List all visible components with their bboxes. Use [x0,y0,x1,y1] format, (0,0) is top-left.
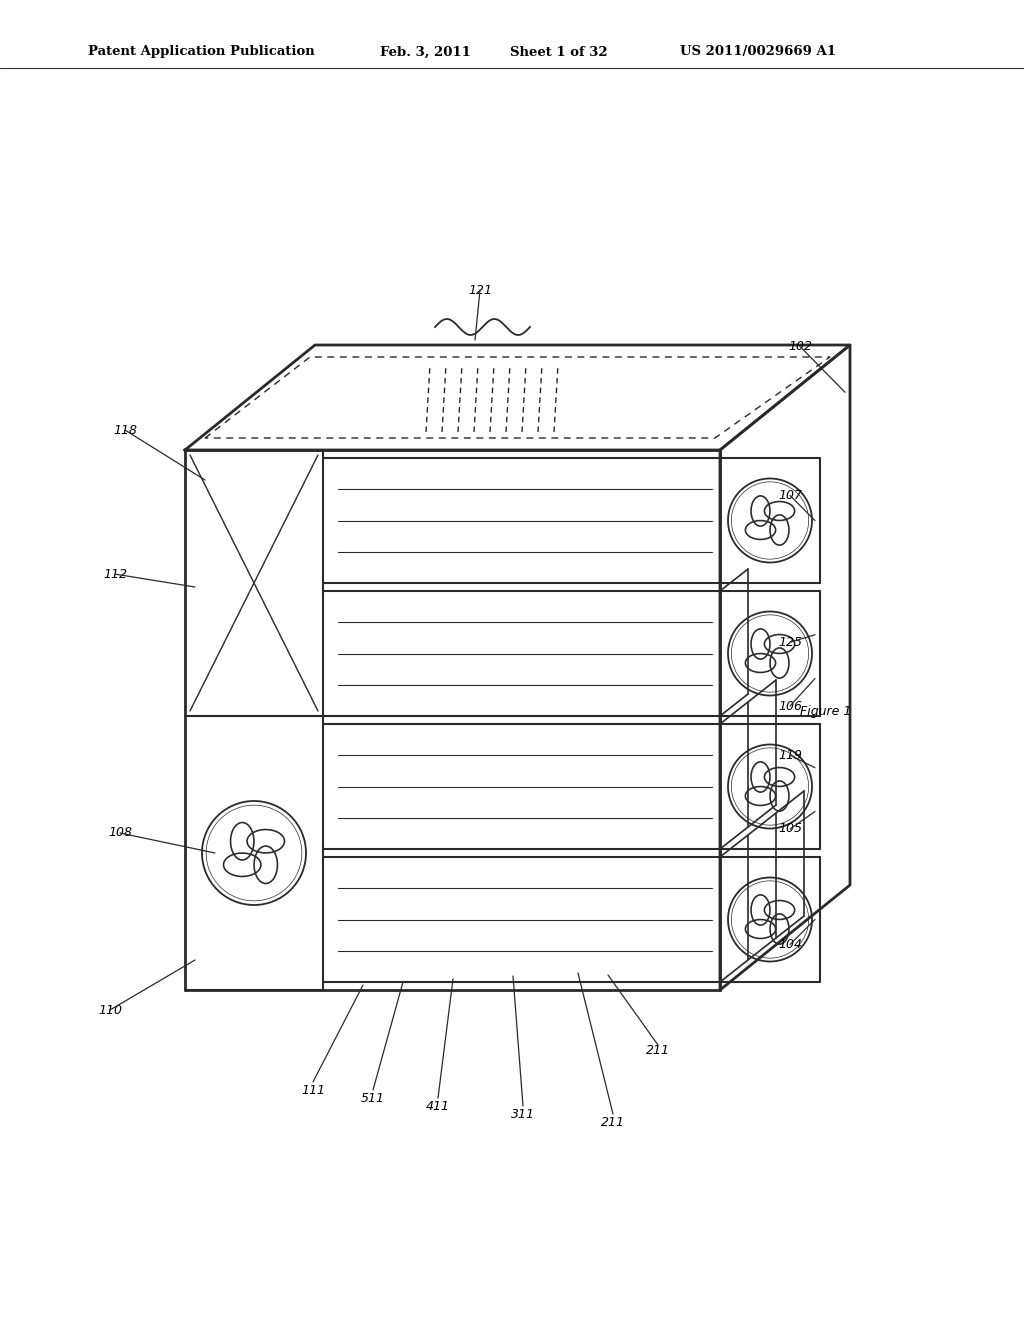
Text: 125: 125 [778,636,802,648]
Text: 110: 110 [98,1003,122,1016]
Text: Sheet 1 of 32: Sheet 1 of 32 [510,45,607,58]
Text: US 2011/0029669 A1: US 2011/0029669 A1 [680,45,836,58]
Text: Feb. 3, 2011: Feb. 3, 2011 [380,45,471,58]
Text: 111: 111 [301,1084,325,1097]
Text: Patent Application Publication: Patent Application Publication [88,45,314,58]
Text: 104: 104 [778,939,802,950]
Text: 211: 211 [601,1115,625,1129]
Text: 105: 105 [778,822,802,836]
Text: 112: 112 [103,568,127,581]
Text: 511: 511 [361,1092,385,1105]
Text: Figure 1: Figure 1 [800,705,851,718]
Text: 121: 121 [468,284,492,297]
Text: 211: 211 [646,1044,670,1056]
Text: 118: 118 [113,424,137,437]
Text: 108: 108 [108,826,132,840]
Text: 411: 411 [426,1100,450,1113]
Text: 311: 311 [511,1107,535,1121]
Text: 107: 107 [778,488,802,502]
Text: 119: 119 [778,748,802,762]
Text: 106: 106 [778,700,802,713]
Text: 102: 102 [788,341,812,352]
